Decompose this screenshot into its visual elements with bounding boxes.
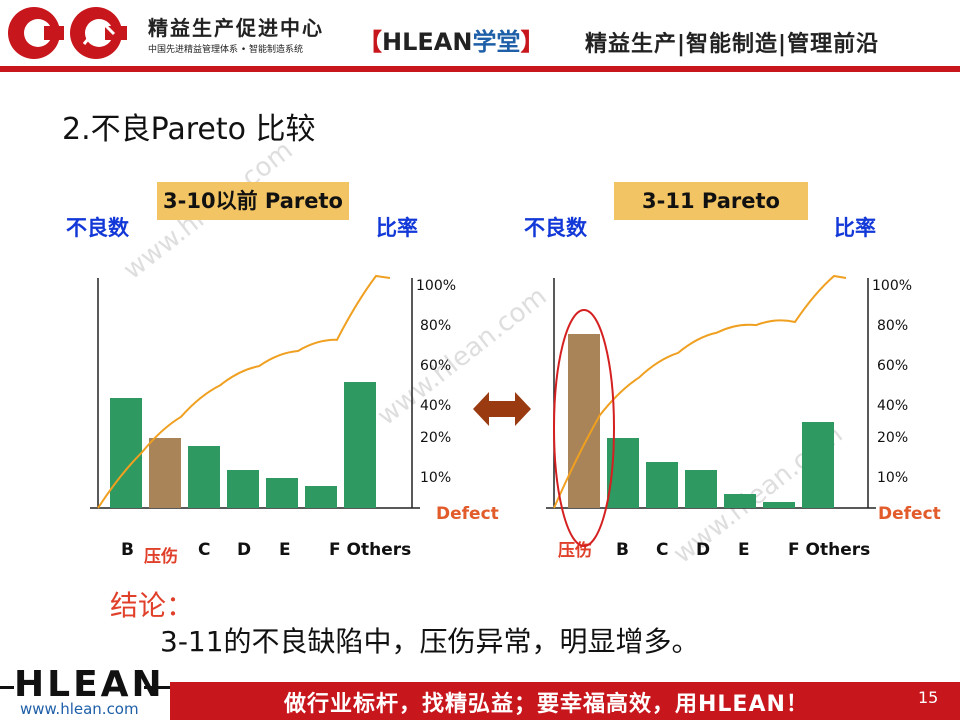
left-x-label: B (121, 540, 134, 560)
left-x-label: D (237, 540, 252, 560)
right-pct-tick: 40% (877, 398, 909, 414)
right-pct-tick: 20% (877, 430, 909, 446)
academy-bracket-close: 】 (520, 28, 545, 56)
highlight-oval (553, 309, 615, 547)
header-divider (0, 66, 960, 72)
left-pct-tick: 100% (416, 278, 457, 294)
academy-brand: HLEAN (382, 28, 473, 56)
right-ratio-label: 比率 (834, 216, 876, 240)
footer-logo: HLEAN (14, 664, 165, 705)
right-pct-tick: 80% (877, 318, 909, 334)
left-x-label: C (198, 540, 211, 560)
left-x-label: E (279, 540, 291, 560)
bar-D (685, 470, 717, 508)
bar-E (724, 494, 756, 508)
left-pct-tick: 80% (420, 318, 452, 334)
bar-B (110, 398, 142, 508)
right-pct-tick: 60% (877, 358, 909, 374)
academy-title: 【HLEAN学堂】 (358, 22, 544, 57)
bar-压伤 (149, 438, 181, 508)
right-pct-tick: 10% (877, 470, 909, 486)
bar-D (227, 470, 259, 508)
left-x-label: F Others (329, 540, 412, 560)
slide-title: 2.不良Pareto 比较 (62, 112, 316, 147)
bar-Others (802, 422, 834, 508)
brand-name: 精益生产促进中心 (148, 16, 324, 40)
left-ratio-label: 比率 (376, 216, 418, 240)
academy-suffix: 学堂 (472, 28, 521, 56)
bar-压伤 (568, 334, 600, 508)
right-x-label: E (738, 540, 750, 560)
left-pct-tick: 60% (420, 358, 452, 374)
page-number: 15 (918, 688, 939, 707)
conclusion-label: 结论： (110, 589, 195, 622)
slide-header (0, 0, 960, 68)
conclusion-text: 3-11的不良缺陷中，压伤异常，明显增多。 (160, 625, 700, 658)
left-y-axis-label: 不良数 (66, 216, 129, 240)
left-pct-tick: 20% (420, 430, 452, 446)
bar-Others (344, 382, 376, 508)
footer-logo-rule (144, 686, 170, 689)
left-x-label: 压伤 (144, 547, 178, 567)
right-chart-heading: 3-11 Pareto (614, 182, 808, 220)
header-tagline: 精益生产|智能制造|管理前沿 (585, 32, 880, 57)
cumulative-line (553, 274, 847, 509)
bar-F (305, 486, 337, 508)
left-pct-tick: 10% (420, 470, 452, 486)
left-pct-tick: 40% (420, 398, 452, 414)
academy-bracket-open: 【 (358, 28, 382, 56)
right-x-label: D (696, 540, 711, 560)
footer-logo-rule (0, 686, 14, 689)
right-defect-label: Defect (878, 504, 941, 524)
left-defect-label: Defect (436, 504, 499, 524)
right-y-axis-label: 不良数 (524, 216, 587, 240)
compare-arrow-icon (473, 392, 531, 426)
right-pct-tick: 100% (872, 278, 913, 294)
right-x-label: C (656, 540, 669, 560)
right-x-label: B (616, 540, 629, 560)
footer-url[interactable]: www.hlean.com (20, 700, 139, 718)
brand-logo (8, 7, 127, 59)
left-chart-heading: 3-10以前 Pareto (157, 182, 349, 220)
cumulative-line (97, 274, 391, 509)
right-x-label: F Others (788, 540, 871, 560)
brand-subtitle: 中国先进精益管理体系 • 智能制造系统 (148, 45, 304, 55)
footer-slogan: 做行业标杆，找精弘益；要幸福高效，用HLEAN！ (284, 692, 809, 717)
footer-bar (170, 682, 960, 720)
right-pareto-chart (546, 274, 876, 547)
bar-E (266, 478, 298, 508)
bar-F (763, 502, 795, 508)
bar-C (188, 446, 220, 508)
bar-C (646, 462, 678, 508)
left-pareto-chart (90, 274, 420, 509)
